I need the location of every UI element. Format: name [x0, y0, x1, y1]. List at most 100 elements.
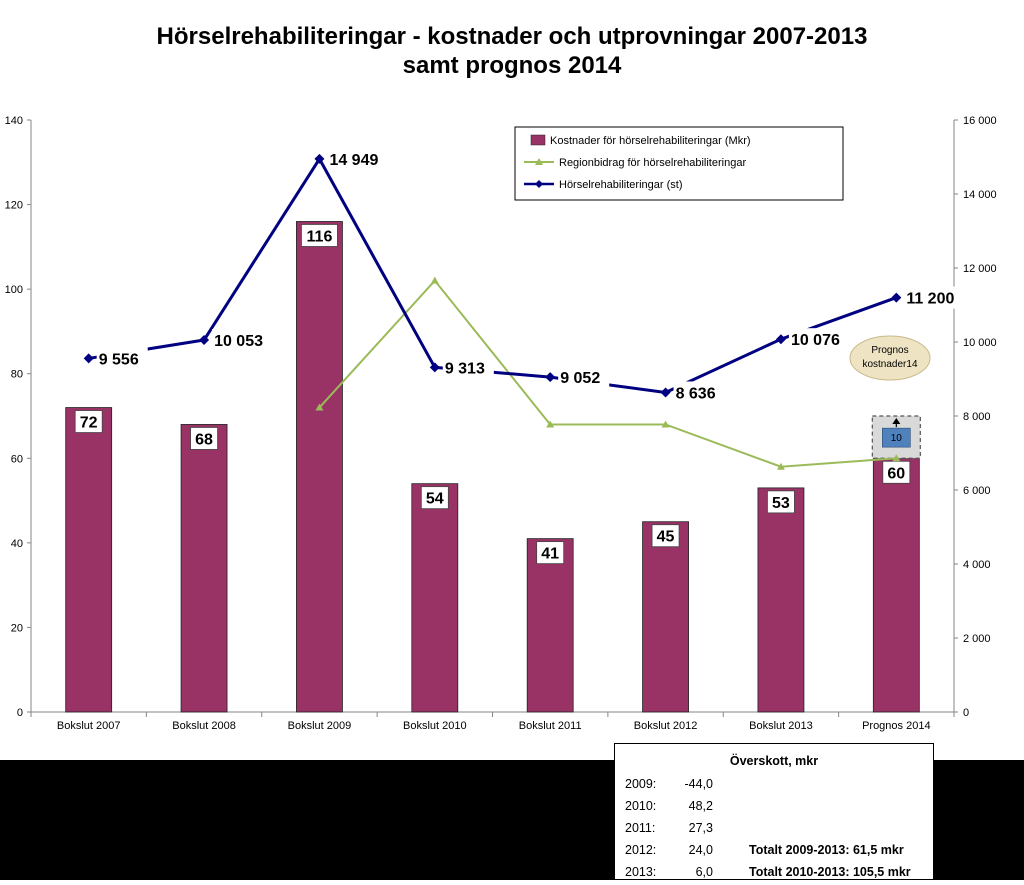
horselrehab-point: [314, 153, 325, 164]
regionbidrag-point: [892, 454, 901, 462]
y-right-tick-label: 0: [963, 707, 969, 719]
surplus-row: 2009: -44,0: [625, 777, 925, 797]
y-right-tick-label: 2 000: [963, 633, 991, 645]
legend-marker-regionbidrag: [535, 158, 543, 165]
bar: [411, 483, 459, 713]
horselrehab-label: 11 200: [906, 291, 954, 308]
x-tick-label: Bokslut 2007: [57, 720, 121, 732]
chart-title: Hörselrehabiliteringar - kostnader och u…: [0, 22, 1024, 80]
horselrehab-point: [429, 362, 440, 373]
horselrehab-label-bg: [327, 147, 388, 170]
x-tick-label: Prognos 2014: [862, 720, 931, 732]
horselrehab-label: 8 636: [676, 385, 716, 402]
regionbidrag-point: [546, 420, 555, 428]
bar-label: 116: [307, 228, 333, 245]
surplus-value: 6,0: [695, 865, 713, 879]
y-left-tick-label: 60: [11, 453, 23, 465]
horselrehab-point: [775, 334, 786, 345]
y-left-tick-label: 120: [5, 200, 23, 212]
horselrehab-label: 10 053: [214, 333, 263, 350]
legend: [514, 126, 844, 201]
callout-ellipse: [849, 335, 931, 381]
bar-label-box: [420, 486, 449, 510]
bar: [65, 407, 113, 713]
callout-line-2: kostnader14: [862, 359, 917, 370]
chart-title-line-1: Hörselrehabiliteringar - kostnader och u…: [156, 23, 868, 50]
bar: [526, 538, 574, 713]
forecast-addition-box: [882, 427, 911, 448]
x-tick-label: Bokslut 2011: [519, 720, 582, 732]
forecast-arrowhead-icon: [892, 418, 901, 424]
bar-label: 53: [772, 495, 790, 512]
horselrehab-point: [199, 335, 210, 346]
bar-label-box: [74, 410, 103, 433]
regionbidrag-point: [430, 276, 439, 284]
horselrehab-label-bg: [558, 366, 610, 389]
horselrehab-label: 14 949: [329, 152, 378, 169]
legend-label-regionbidrag: Regionbidrag för hörselrehabiliteringar: [559, 157, 746, 169]
horselrehab-label-bg: [442, 356, 494, 379]
x-tick-label: Bokslut 2009: [288, 720, 352, 732]
legend-label-kostnader: Kostnader för hörselrehabiliteringar (Mk…: [550, 135, 751, 147]
bar-label: 68: [195, 431, 213, 448]
surplus-value: -44,0: [684, 777, 714, 791]
x-tick-label: Bokslut 2010: [403, 720, 467, 732]
surplus-title: Överskott, mkr: [729, 754, 819, 768]
horselrehab-point: [891, 292, 902, 303]
y-right-tick-label: 8 000: [963, 411, 991, 423]
y-right-tick-label: 14 000: [963, 189, 997, 201]
y-left-tick-label: 20: [11, 622, 23, 634]
horselrehab-label: 9 313: [445, 360, 485, 377]
horselrehab-point: [83, 353, 94, 364]
legend-marker-horselrehab: [535, 180, 543, 188]
surplus-year: 2011:: [625, 821, 656, 835]
horselrehab-label-bg: [904, 286, 965, 309]
surplus-value: 48,2: [688, 799, 713, 813]
surplus-row: 2011: 27,3: [625, 821, 925, 841]
bar-label: 54: [426, 491, 444, 508]
y-right-tick-label: 16 000: [963, 115, 997, 127]
regionbidrag-point: [315, 403, 324, 411]
horselrehab-label-bg: [673, 381, 725, 404]
horselrehab-point: [660, 387, 671, 398]
surplus-year: 2013:: [625, 865, 657, 879]
bar-label-box: [651, 524, 680, 548]
surplus-value: 27,3: [688, 821, 713, 835]
surplus-row: 2012: 24,0 Totalt 2009-2013: 61,5 mkr: [625, 843, 925, 863]
regionbidrag-point: [776, 462, 785, 470]
x-tick-label: Bokslut 2012: [634, 720, 698, 732]
bar: [296, 221, 343, 713]
bar-label-box: [190, 427, 218, 450]
surplus-total: Totalt 2009-2013: 61,5 mkr: [749, 843, 904, 857]
legend-swatch-bar: [530, 134, 546, 146]
callout-line-1: Prognos: [871, 345, 908, 356]
bar-label-box: [301, 224, 338, 247]
horselrehab-label: 9 052: [560, 370, 600, 387]
bar-label-box: [767, 490, 795, 514]
surplus-row: 2010: 48,2: [625, 799, 925, 819]
surplus-year: 2009:: [625, 777, 657, 791]
horselrehab-label-bg: [788, 328, 849, 351]
horselrehab-label: 10 076: [791, 332, 840, 349]
bar-label: 45: [657, 529, 675, 546]
bar: [872, 457, 920, 713]
y-right-tick-label: 12 000: [963, 263, 997, 275]
regionbidrag-point: [661, 420, 670, 428]
y-right-tick-label: 4 000: [963, 559, 991, 571]
bar-label: 41: [541, 546, 559, 563]
y-right-tick-label: 10 000: [963, 337, 997, 349]
surplus-total: Totalt 2010-2013: 105,5 mkr: [749, 865, 911, 879]
legend-label-horselrehab: Hörselrehabiliteringar (st): [559, 179, 683, 191]
y-left-tick-label: 0: [17, 707, 23, 719]
surplus-table: Överskott, mkr 2009: -44,0 2010: 48,2 20…: [614, 743, 934, 880]
chart-title-line-2: samt prognos 2014: [402, 52, 622, 79]
x-tick-label: Bokslut 2013: [749, 720, 813, 732]
horselrehab-label: 9 556: [99, 351, 139, 368]
horselrehab-point: [545, 372, 556, 383]
y-left-tick-label: 80: [11, 369, 23, 381]
bar: [180, 424, 228, 713]
surplus-year: 2010:: [625, 799, 657, 813]
y-right-tick-label: 6 000: [963, 485, 991, 497]
series-line-regionbidrag: [318, 279, 897, 468]
